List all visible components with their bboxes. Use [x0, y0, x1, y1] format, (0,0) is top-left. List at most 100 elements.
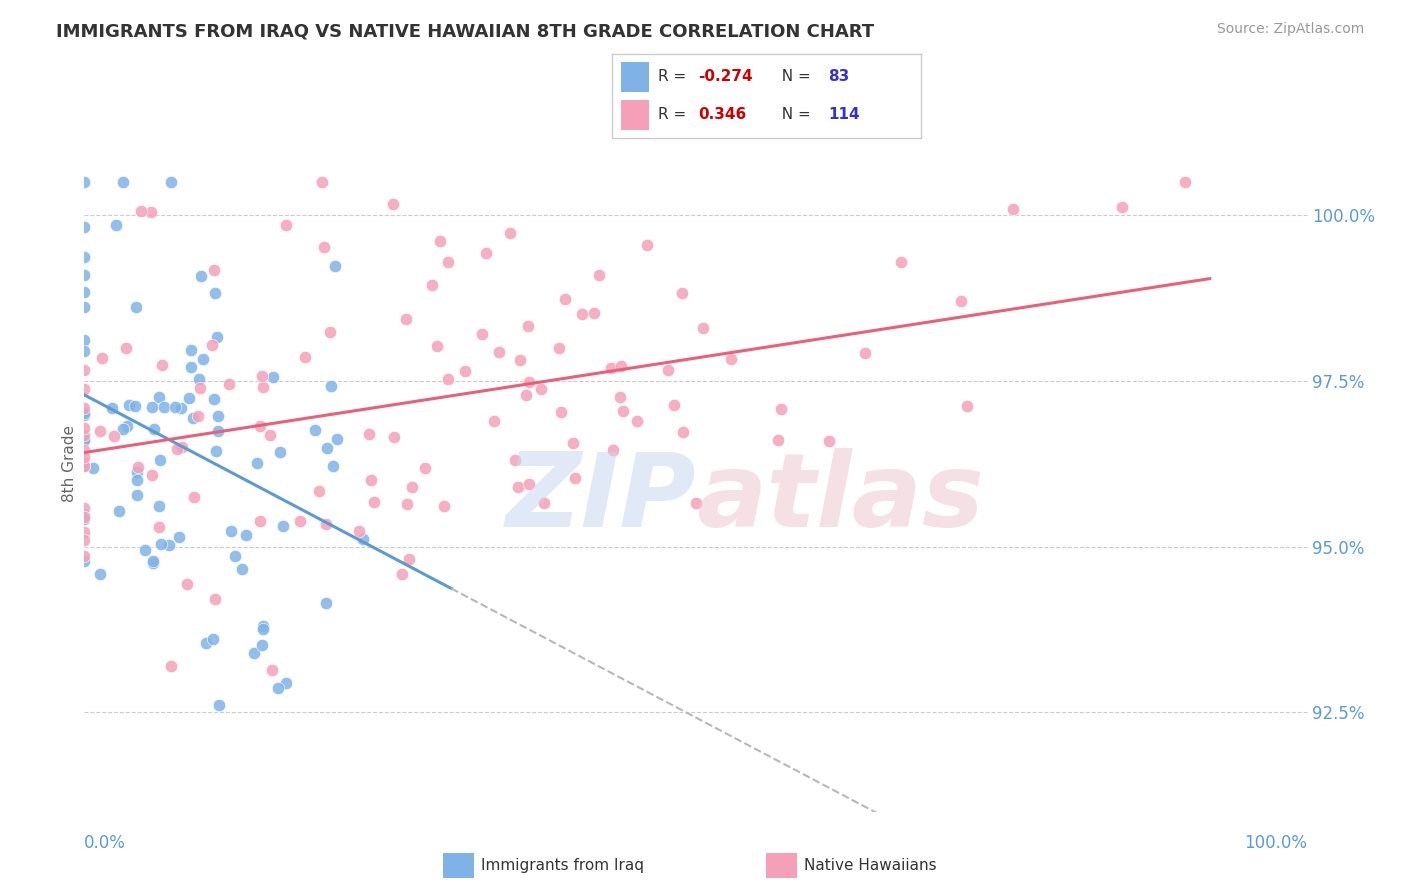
Point: [73, 456, 96, 470]
Point: [125, 473, 148, 487]
Point: [73, 443, 96, 458]
Point: [323, 260, 346, 274]
Point: [322, 458, 344, 473]
Text: atlas: atlas: [696, 448, 984, 549]
Point: [426, 339, 449, 353]
Point: [153, 401, 176, 415]
Point: [202, 262, 225, 277]
Point: [202, 392, 225, 406]
Bar: [621, 100, 648, 130]
Point: [401, 479, 423, 493]
Point: [205, 444, 228, 458]
Point: [201, 338, 224, 352]
Point: [853, 346, 876, 360]
Point: [73, 401, 96, 416]
Point: [304, 423, 326, 437]
Point: [204, 591, 226, 606]
Point: [360, 473, 382, 487]
Point: [498, 227, 520, 241]
Text: IMMIGRANTS FROM IRAQ VS NATIVE HAWAIIAN 8TH GRADE CORRELATION CHART: IMMIGRANTS FROM IRAQ VS NATIVE HAWAIIAN …: [56, 22, 875, 40]
Point: [692, 321, 714, 335]
Text: Native Hawaiians: Native Hawaiians: [804, 858, 936, 872]
Point: [315, 442, 337, 456]
Point: [626, 414, 648, 428]
Point: [609, 359, 631, 373]
Point: [112, 175, 135, 189]
Point: [157, 538, 180, 552]
Point: [249, 514, 271, 528]
Point: [1002, 202, 1025, 217]
Point: [453, 364, 475, 378]
Point: [134, 543, 156, 558]
Point: [600, 360, 623, 375]
Point: [167, 530, 190, 544]
Point: [142, 556, 165, 570]
Point: [612, 403, 634, 417]
Point: [288, 514, 311, 528]
Point: [235, 527, 257, 541]
Point: [127, 488, 149, 502]
Point: [636, 238, 658, 252]
Point: [315, 517, 337, 532]
Point: [73, 450, 96, 464]
Point: [208, 698, 231, 713]
Point: [252, 380, 274, 394]
Point: [583, 305, 606, 319]
Point: [685, 496, 707, 510]
Point: [517, 477, 540, 491]
Point: [124, 400, 146, 414]
Point: [149, 452, 172, 467]
Point: [609, 390, 631, 404]
Text: R =: R =: [658, 107, 692, 122]
Point: [250, 638, 273, 652]
Point: [170, 401, 193, 416]
Point: [125, 300, 148, 314]
Point: [148, 520, 170, 534]
Point: [308, 483, 330, 498]
Point: [266, 681, 288, 695]
Text: N =: N =: [772, 70, 815, 85]
Point: [550, 405, 572, 419]
Point: [73, 420, 96, 434]
Point: [515, 388, 537, 402]
Point: [588, 268, 610, 282]
Point: [671, 286, 693, 301]
Point: [73, 458, 96, 473]
Point: [602, 442, 624, 457]
Point: [148, 390, 170, 404]
Point: [1174, 175, 1197, 189]
Point: [205, 330, 228, 344]
Point: [150, 359, 173, 373]
Point: [363, 495, 385, 509]
Point: [396, 496, 419, 510]
Point: [183, 490, 205, 504]
Text: N =: N =: [772, 107, 815, 122]
Point: [243, 646, 266, 660]
Point: [191, 351, 214, 366]
Text: 0.0%: 0.0%: [84, 834, 127, 852]
Point: [359, 427, 381, 442]
Point: [672, 425, 695, 440]
Point: [127, 460, 149, 475]
Point: [517, 319, 540, 334]
Point: [139, 205, 162, 219]
Point: [530, 382, 553, 396]
Point: [475, 246, 498, 260]
Text: ZIP: ZIP: [505, 448, 696, 549]
Point: [160, 175, 183, 189]
Point: [770, 402, 793, 417]
Point: [73, 406, 96, 420]
Point: [73, 434, 96, 448]
Point: [207, 424, 229, 438]
Text: Source: ZipAtlas.com: Source: ZipAtlas.com: [1216, 22, 1364, 37]
Point: [571, 307, 593, 321]
Point: [73, 508, 96, 522]
Point: [115, 419, 138, 434]
Point: [142, 422, 165, 436]
Point: [433, 500, 456, 514]
Point: [260, 663, 283, 677]
Point: [218, 376, 240, 391]
Point: [533, 496, 555, 510]
Point: [149, 537, 172, 551]
Point: [112, 422, 135, 436]
